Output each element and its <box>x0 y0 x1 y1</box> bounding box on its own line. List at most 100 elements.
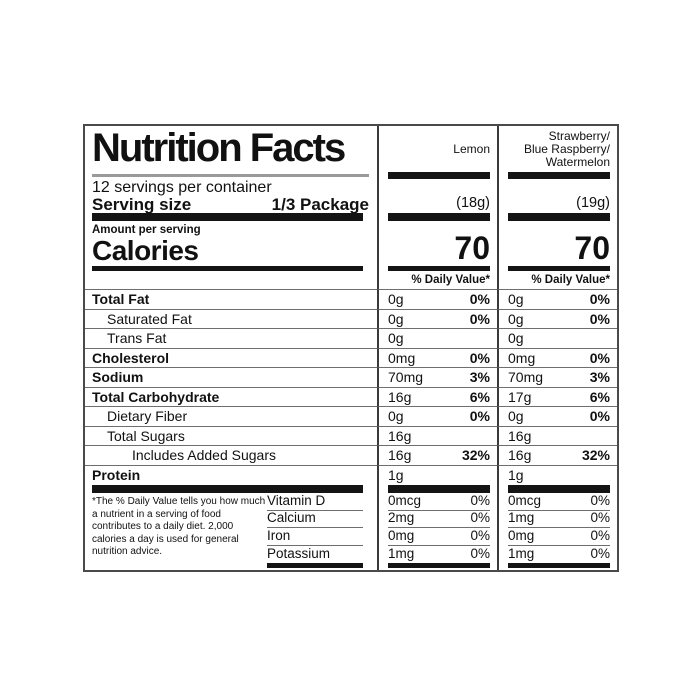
daily-value: 0% <box>469 349 490 366</box>
daily-value: 0% <box>590 510 610 525</box>
nutrient-row: Sodium 70mg 3% 70mg 3% <box>85 368 617 388</box>
daily-value: 3% <box>589 369 610 386</box>
vitamin-values-strawberry: 0mcg 0% 1mg 0% 0mg 0% 1mg 0% <box>497 493 617 563</box>
serving-weight-strawberry: (19g) <box>497 179 617 213</box>
amount: 0mg <box>388 527 415 543</box>
vitamin-band: *The % Daily Value tells you how much a … <box>85 493 617 563</box>
thick-bar-band <box>85 485 617 493</box>
amount: 0g <box>508 310 524 327</box>
amount: 0g <box>388 310 404 327</box>
amount: 0g <box>388 291 404 308</box>
daily-value: 0% <box>470 510 490 525</box>
title-rule-band <box>85 172 617 179</box>
nutrient-row: Includes Added Sugars 16g 32% 16g 32% <box>85 446 617 466</box>
calories-value-lemon: 70 <box>377 221 497 266</box>
nutrient-row: Saturated Fat 0g 0% 0g 0% <box>85 309 617 329</box>
nutrient-name: Sodium <box>85 368 377 388</box>
nutrient-row: Trans Fat 0g 0g <box>85 329 617 349</box>
daily-value: 0% <box>590 492 610 508</box>
calories-label: Calories <box>92 235 199 266</box>
amount: 1g <box>388 467 404 484</box>
daily-value: 0% <box>590 527 610 543</box>
bottom-spacer <box>85 568 617 570</box>
nutrient-name: Cholesterol <box>85 349 377 368</box>
amount: 16g <box>388 447 412 464</box>
nutrient-name: Total Carbohydrate <box>85 388 377 407</box>
daily-value: 0% <box>589 310 610 327</box>
vitamin-name-column: Vitamin D Calcium Iron Potassium <box>267 493 369 563</box>
amount: 0g <box>388 330 404 347</box>
amount: 2mg <box>388 510 415 525</box>
calories-value-strawberry: 70 <box>497 221 617 266</box>
daily-value: 0% <box>589 291 610 308</box>
calories-rule-band <box>85 266 617 271</box>
amount: 0mg <box>508 527 535 543</box>
daily-value: 0% <box>469 408 490 425</box>
daily-value: 0% <box>470 492 490 508</box>
amount: 17g <box>508 388 532 405</box>
serving-weight-lemon: (18g) <box>377 179 497 213</box>
nutrient-name: Total Sugars <box>85 427 377 446</box>
daily-value: 0% <box>470 546 490 561</box>
daily-value-header-band: % Daily Value* % Daily Value* <box>85 271 617 290</box>
daily-value: 6% <box>469 388 490 405</box>
serving-size-label: Serving size <box>92 195 192 214</box>
daily-value-footnote: *The % Daily Value tells you how much a … <box>92 496 266 557</box>
serving-band: 12 servings per container Serving size 1… <box>85 179 617 213</box>
thick-bar-band <box>85 213 617 221</box>
vitamin-name: Calcium <box>267 510 363 528</box>
vitamin-values-lemon: 0mcg 0% 2mg 0% 0mg 0% 1mg 0% <box>377 493 497 563</box>
amount: 70mg <box>388 369 424 386</box>
amount: 1mg <box>388 546 415 561</box>
daily-value: 0% <box>469 310 490 327</box>
amount: 0g <box>508 291 524 308</box>
nutrient-row: Dietary Fiber 0g 0% 0g 0% <box>85 407 617 427</box>
bottom-bar-band <box>85 563 617 568</box>
top-bar-strawberry <box>497 172 617 179</box>
amount: 1mg <box>508 510 535 525</box>
amount: 16g <box>388 427 412 444</box>
amount: 0g <box>508 330 524 347</box>
nutrient-name: Trans Fat <box>85 329 377 349</box>
daily-value: 3% <box>469 369 490 386</box>
nutrient-row: Total Fat 0g 0% 0g 0% <box>85 290 617 310</box>
nutrient-row: Total Sugars 16g 16g <box>85 426 617 446</box>
amount: 1mg <box>508 546 535 561</box>
nutrient-name: Includes Added Sugars <box>85 446 377 466</box>
nutrient-row: Protein 1g 1g <box>85 465 617 485</box>
amount: 0g <box>508 408 524 425</box>
daily-value: 0% <box>589 349 610 366</box>
daily-value: 32% <box>581 447 610 464</box>
title-rule <box>85 172 377 179</box>
nutrient-row: Cholesterol 0mg 0% 0mg 0% <box>85 348 617 368</box>
amount: 1g <box>508 467 524 484</box>
nutrient-name: Total Fat <box>85 290 377 310</box>
dv-header-strawberry: % Daily Value* <box>497 271 617 290</box>
column-header-lemon: Lemon <box>377 126 497 172</box>
daily-value: 0% <box>589 408 610 425</box>
amount: 0mg <box>388 349 416 366</box>
amount: 0mcg <box>388 492 422 508</box>
amount: 0mcg <box>508 492 542 508</box>
nutrient-row: Total Carbohydrate 16g 6% 17g 6% <box>85 387 617 407</box>
label-title: Nutrition Facts <box>92 126 346 170</box>
header-band: Nutrition Facts Lemon Strawberry/ Blue R… <box>85 126 617 172</box>
nutrient-name: Protein <box>92 467 141 484</box>
nutrient-name: Saturated Fat <box>85 310 377 329</box>
amount-per-serving: Amount per serving <box>92 224 201 236</box>
nutrient-name: Dietary Fiber <box>85 407 377 427</box>
amount: 70mg <box>508 369 544 386</box>
daily-value: 32% <box>461 447 490 464</box>
amount: 0mg <box>508 349 536 366</box>
amount: 16g <box>508 427 532 444</box>
daily-value: 0% <box>590 546 610 561</box>
amount: 16g <box>508 447 532 464</box>
serving-size-row: Serving size 1/3 Package <box>92 196 369 213</box>
daily-value: 6% <box>589 388 610 405</box>
daily-value: 0% <box>469 291 490 308</box>
amount: 16g <box>388 388 412 405</box>
vitamin-name: Potassium <box>267 546 331 561</box>
amount: 0g <box>388 408 404 425</box>
column-header-strawberry: Strawberry/ Blue Raspberry/ Watermelon <box>497 126 617 172</box>
servings-per-container: 12 servings per container <box>92 179 272 196</box>
